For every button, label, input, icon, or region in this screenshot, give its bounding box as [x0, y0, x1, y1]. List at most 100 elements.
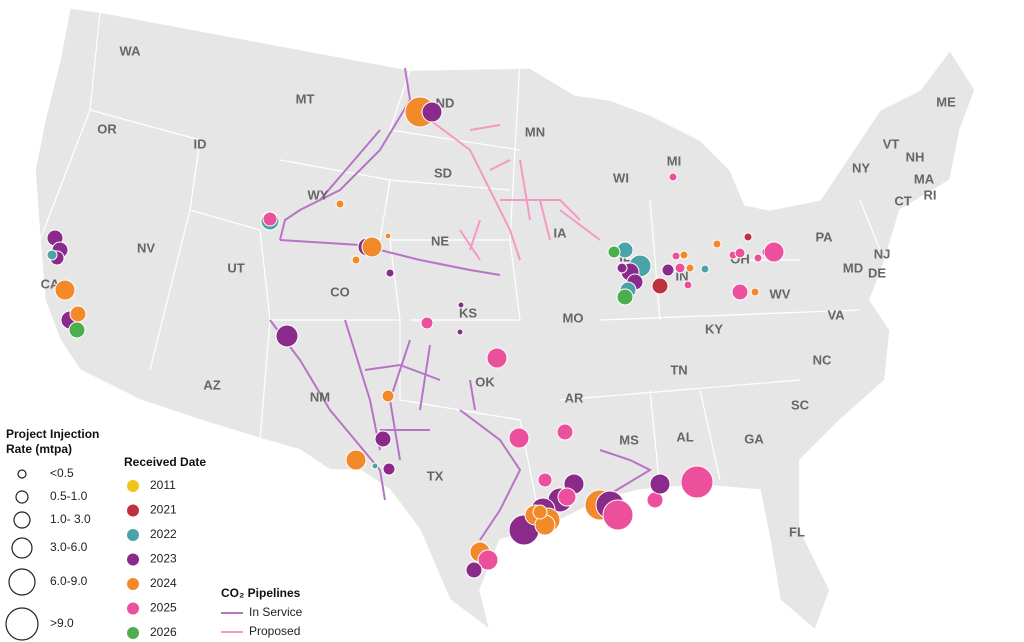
- project-bubble: [674, 262, 686, 274]
- color-legend-label: 2025: [150, 601, 177, 615]
- state-label: MS: [619, 432, 639, 447]
- size-legend-circle: [15, 490, 29, 504]
- state-label: WY: [308, 187, 329, 202]
- color-legend-dot: [127, 627, 139, 639]
- state-label: RI: [924, 187, 937, 202]
- project-bubble: [680, 465, 714, 499]
- size-legend-label: 6.0-9.0: [50, 574, 88, 588]
- state-label: FL: [789, 524, 805, 539]
- state-label: ID: [194, 136, 207, 151]
- state-label: WV: [770, 286, 791, 301]
- color-legend-label: 2024: [150, 576, 177, 590]
- project-bubble: [616, 262, 628, 274]
- pipeline-legend-title: CO₂ Pipelines: [221, 586, 301, 600]
- project-bubble: [477, 549, 499, 571]
- state-label: CT: [894, 193, 911, 208]
- project-bubble: [420, 316, 434, 330]
- color-legend-label: 2023: [150, 552, 177, 566]
- state-label: MN: [525, 124, 545, 139]
- project-bubble: [46, 249, 58, 261]
- project-bubble: [743, 232, 753, 242]
- project-bubble: [345, 449, 367, 471]
- project-bubble: [649, 473, 671, 495]
- project-bubble: [651, 277, 669, 295]
- state-label: TN: [670, 362, 687, 377]
- project-bubble: [602, 499, 634, 531]
- pipeline-in-service: [279, 239, 501, 276]
- project-bubble: [54, 279, 76, 301]
- us-outline: [34, 7, 976, 632]
- color-legend-title: Received Date: [124, 455, 206, 469]
- state-label: CO: [330, 284, 350, 299]
- color-legend-dot: [127, 578, 139, 590]
- size-legend-label: >9.0: [50, 616, 74, 630]
- state-label: KY: [705, 321, 723, 336]
- project-bubble: [700, 264, 710, 274]
- project-bubble: [486, 347, 508, 369]
- pipeline-proposed: [429, 119, 521, 261]
- title-line: Rate (mtpa): [6, 442, 72, 456]
- project-bubble: [532, 504, 548, 520]
- state-label: WA: [120, 43, 142, 58]
- project-bubble: [68, 321, 86, 339]
- state-label: PA: [815, 229, 833, 244]
- project-bubble: [384, 232, 392, 240]
- color-legend-label: 2011: [150, 478, 176, 492]
- project-bubble: [685, 263, 695, 273]
- size-legend-circle: [17, 469, 27, 479]
- size-legend-circle: [11, 537, 33, 559]
- color-legend-dot: [127, 504, 139, 517]
- project-bubble: [734, 247, 746, 259]
- state-label: NH: [906, 149, 925, 164]
- state-label: DE: [868, 265, 886, 280]
- state-label: VA: [827, 307, 845, 322]
- state-label: SD: [434, 165, 452, 180]
- size-legend-circle: [13, 511, 31, 529]
- project-bubble: [763, 241, 785, 263]
- project-bubble: [661, 263, 675, 277]
- project-bubble: [275, 324, 299, 348]
- color-legend-dot: [127, 480, 139, 492]
- state-label: NM: [310, 389, 330, 404]
- state-label: TX: [427, 468, 444, 483]
- title-line: Project Injection: [6, 427, 99, 441]
- project-bubble: [335, 199, 345, 209]
- size-legend-circle: [5, 607, 39, 641]
- project-bubble: [262, 211, 278, 227]
- project-bubble: [457, 301, 465, 309]
- pipeline-legend-label: Proposed: [249, 624, 300, 638]
- state-label: AZ: [203, 377, 220, 392]
- state-label: OK: [475, 374, 495, 389]
- project-bubble: [385, 268, 395, 278]
- project-bubble: [616, 288, 634, 306]
- project-bubble: [557, 487, 577, 507]
- state-label: MT: [296, 91, 315, 106]
- pipeline-legend-label: In Service: [249, 605, 303, 619]
- state-label: VT: [883, 136, 900, 151]
- state-label: OR: [97, 121, 117, 136]
- project-bubble: [683, 280, 693, 290]
- state-label: NC: [813, 352, 832, 367]
- state-label: NJ: [874, 246, 891, 261]
- project-bubble: [731, 283, 749, 301]
- size-legend-label: 0.5-1.0: [50, 489, 88, 503]
- state-label: ME: [936, 94, 956, 109]
- color-legend-dot: [127, 553, 139, 566]
- size-legend-label: <0.5: [50, 466, 74, 480]
- pipeline-in-service: [319, 129, 381, 201]
- state-label: AR: [565, 390, 584, 405]
- project-bubble: [508, 427, 530, 449]
- project-bubble: [361, 236, 383, 258]
- project-bubble: [671, 251, 681, 261]
- project-bubble: [456, 328, 464, 336]
- project-bubble: [753, 253, 763, 263]
- state-label: NV: [137, 240, 155, 255]
- project-bubble: [556, 423, 574, 441]
- size-legend-label: 1.0- 3.0: [50, 512, 91, 526]
- state-label: NY: [852, 160, 870, 175]
- project-bubble: [668, 172, 678, 182]
- project-bubble: [351, 255, 361, 265]
- project-bubble: [382, 462, 396, 476]
- state-label: UT: [227, 260, 244, 275]
